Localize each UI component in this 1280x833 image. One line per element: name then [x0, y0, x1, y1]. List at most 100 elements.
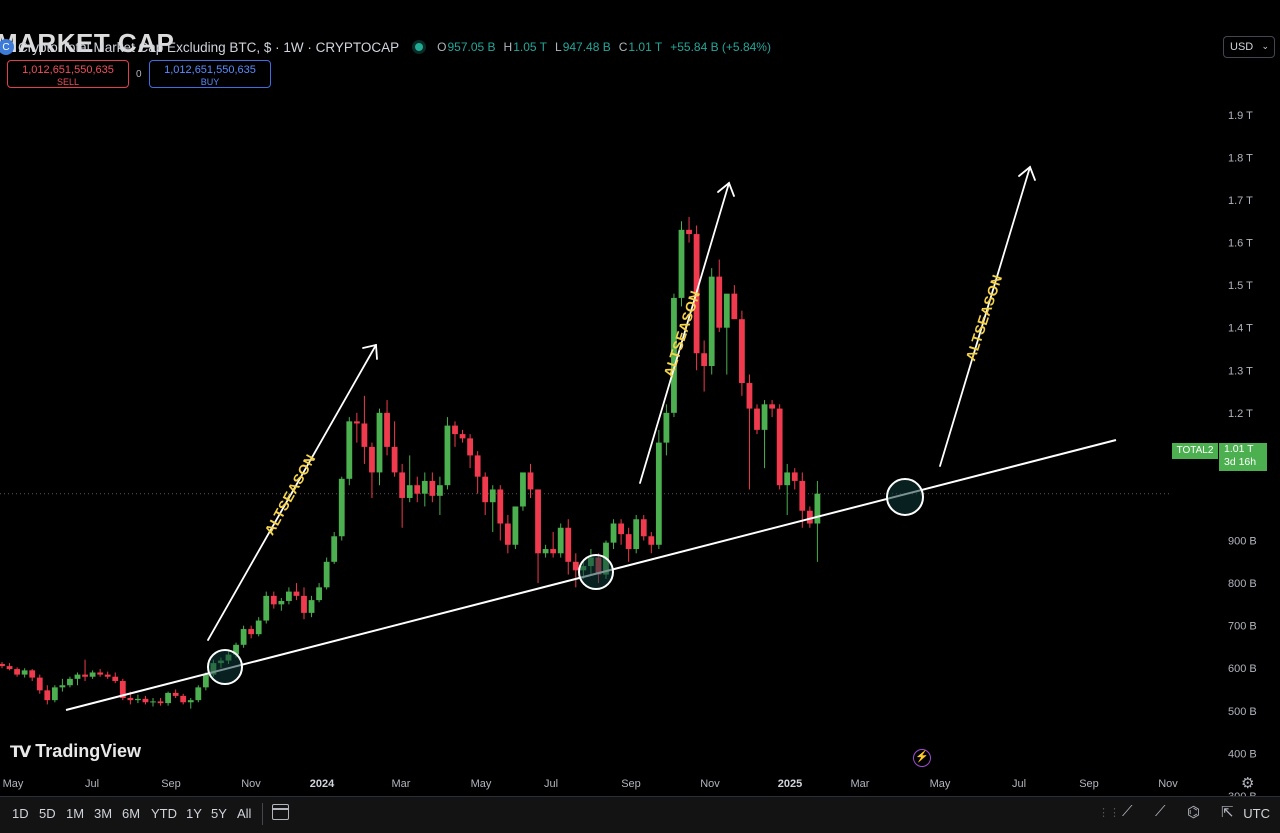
- chevron-down-icon: ⌄: [1261, 41, 1269, 51]
- timezone-label[interactable]: UTC: [1243, 806, 1270, 821]
- candle-body: [512, 506, 519, 545]
- candle-body: [89, 672, 96, 677]
- timeframe-1d[interactable]: 1D: [12, 806, 29, 821]
- candle-body: [550, 549, 557, 554]
- candle-body: [459, 434, 466, 439]
- symbol-title[interactable]: Crypto Total Market Cap Excluding BTC, $…: [18, 39, 400, 55]
- ohlc-close: C1.01 T: [618, 40, 663, 54]
- gear-icon[interactable]: ⚙: [1241, 775, 1255, 792]
- price-tick-label: 600 B: [1228, 663, 1257, 675]
- candle-body: [739, 319, 745, 384]
- candle-body: [157, 701, 164, 704]
- candle-body: [286, 591, 292, 601]
- price-tick-label: 900 B: [1228, 536, 1257, 548]
- candle-body: [791, 472, 798, 481]
- bar-countdown: 3d 16h: [1224, 456, 1257, 468]
- candle-body: [731, 293, 738, 320]
- candle-body: [59, 685, 66, 688]
- touch-circle-1[interactable]: [207, 649, 243, 685]
- price-tick-label: 1.3 T: [1228, 365, 1253, 377]
- candle-body: [331, 536, 338, 562]
- timeframe-ytd[interactable]: YTD: [151, 806, 177, 821]
- timeframe-1y[interactable]: 1Y: [186, 806, 202, 821]
- timeframe-5y[interactable]: 5Y: [211, 806, 227, 821]
- buy-button[interactable]: 1,012,651,550,635 BUY: [149, 60, 271, 88]
- coin-logo-icon: C: [0, 39, 14, 55]
- candle-body: [429, 480, 436, 496]
- timeframe-3m[interactable]: 3M: [94, 806, 113, 821]
- candle-body: [255, 620, 262, 635]
- time-tick-label: Nov: [1158, 778, 1178, 790]
- buy-price: 1,012,651,550,635: [164, 64, 256, 76]
- candle-body: [384, 412, 390, 447]
- candle-body: [97, 672, 104, 675]
- timeframe-1m[interactable]: 1M: [66, 806, 85, 821]
- trendline-tool-icon[interactable]: ⟋: [1122, 803, 1133, 820]
- time-tick-label: Mar: [392, 778, 411, 790]
- candle-body: [391, 446, 398, 473]
- candle-body: [233, 644, 239, 655]
- candle-body: [293, 591, 300, 596]
- candle-body: [323, 561, 330, 588]
- ohlc-high: H1.05 T: [503, 40, 547, 54]
- price-tick-label: 500 B: [1228, 706, 1257, 718]
- candle-body: [353, 421, 360, 424]
- candle-body: [746, 383, 753, 409]
- price-tick-label: 700 B: [1228, 621, 1257, 633]
- altseason-arrow-1[interactable]: [207, 344, 377, 641]
- chart-watermark: MARKET CAP: [0, 28, 175, 58]
- currency-select[interactable]: USD ⌄: [1223, 36, 1275, 58]
- candle-body: [421, 480, 428, 494]
- timeframe-all[interactable]: All: [237, 806, 252, 821]
- time-tick-label: May: [471, 778, 492, 790]
- tradingview-logo[interactable]: 𝗧𝗩 TradingView: [10, 741, 141, 762]
- bolt-icon[interactable]: ⚡: [913, 749, 931, 767]
- altseason-arrow-3-head: [1018, 165, 1036, 181]
- altseason-arrow-3[interactable]: [939, 166, 1031, 467]
- candle-body: [754, 408, 760, 430]
- tradingview-wordmark: TradingView: [35, 741, 141, 761]
- candle-body: [278, 600, 285, 605]
- price-tick-label: 300 B: [1228, 791, 1257, 796]
- cursor-icon[interactable]: ⇱: [1221, 804, 1234, 821]
- sell-label: SELL: [56, 77, 80, 87]
- sell-button[interactable]: 1,012,651,550,635 SELL: [7, 60, 129, 88]
- pattern-tool-icon[interactable]: ⌬: [1187, 804, 1201, 821]
- candle-body: [127, 698, 134, 701]
- candle-body: [557, 527, 564, 554]
- symbol-price-tag: TOTAL2: [1172, 443, 1218, 459]
- candle-body: [527, 472, 534, 490]
- time-axis[interactable]: May Jul Sep Nov 2024 Mar May Jul Sep Nov 2025 Mar Ma…: [3, 778, 1179, 790]
- candle-body: [51, 687, 58, 701]
- time-tick-label: May: [930, 778, 951, 790]
- touch-circle-3[interactable]: [886, 478, 924, 516]
- candle-body: [270, 595, 277, 605]
- ray-tool-icon[interactable]: ⟋: [1155, 803, 1166, 820]
- candle-body: [625, 534, 632, 550]
- timeframe-5d[interactable]: 5D: [39, 806, 56, 821]
- price-tick-label: 1.9 T: [1228, 110, 1253, 122]
- time-tick-label: Sep: [621, 778, 641, 790]
- spread-value: 0: [136, 69, 142, 80]
- calendar-icon[interactable]: [272, 804, 289, 820]
- last-price-tag: 1.01 T 3d 16h: [1219, 443, 1267, 471]
- symbol-legend[interactable]: C Crypto Total Market Cap Excluding BTC,…: [0, 38, 779, 56]
- candle-body: [150, 701, 156, 703]
- altseason-arrow-2[interactable]: [639, 182, 730, 484]
- timeframe-6m[interactable]: 6M: [122, 806, 141, 821]
- drag-handle-icon[interactable]: ⋮⋮: [1098, 807, 1120, 819]
- ohlc-change: +55.84 B (+5.84%): [670, 40, 771, 54]
- candle-body: [708, 276, 715, 367]
- candle-body: [142, 698, 149, 703]
- candle-body: [686, 229, 692, 235]
- candle-body: [36, 677, 43, 691]
- candle-body: [338, 478, 345, 537]
- tradingview-mark-icon: 𝗧𝗩: [10, 743, 31, 761]
- candle-body: [784, 472, 791, 486]
- candle-body: [565, 527, 572, 562]
- touch-circle-2[interactable]: [578, 554, 614, 590]
- candle-body: [112, 676, 119, 681]
- candle-body: [135, 698, 141, 701]
